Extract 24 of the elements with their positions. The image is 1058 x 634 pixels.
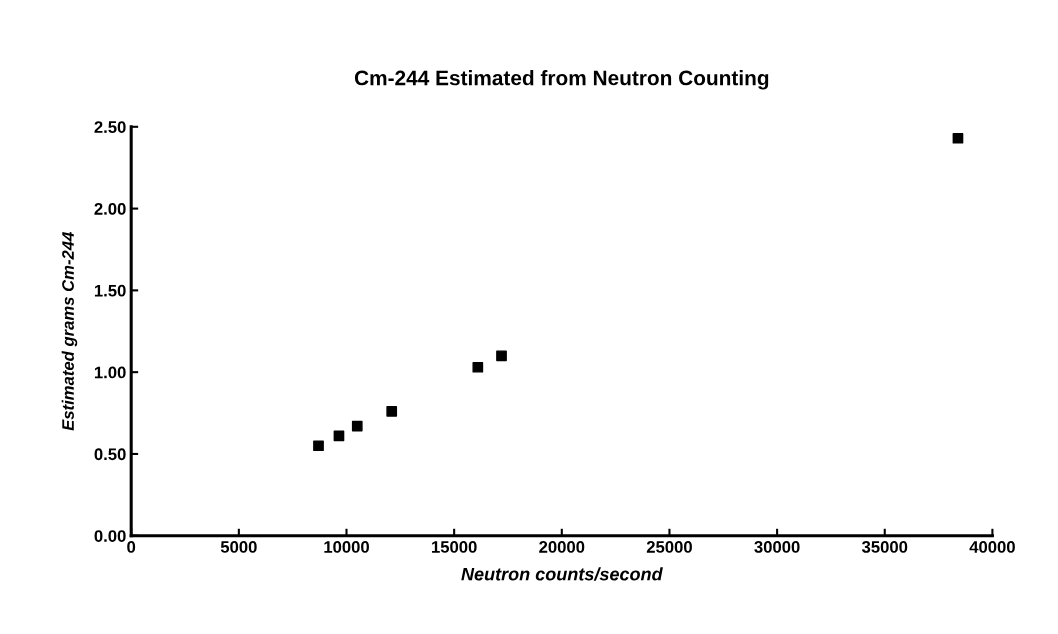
y-tick-label: 0.00 xyxy=(94,530,126,542)
y-tick-label: 1.50 xyxy=(94,284,126,297)
x-tick-label: 15000 xyxy=(432,541,477,553)
point xyxy=(496,350,507,362)
y-tick-label: 2.00 xyxy=(94,202,126,215)
x-tick-label: 30000 xyxy=(754,541,800,553)
x-tick-label: 10000 xyxy=(324,541,369,553)
point xyxy=(952,132,964,144)
x-tick-label: 5000 xyxy=(220,541,257,553)
point xyxy=(351,420,363,432)
y-tick-label: 2.50 xyxy=(94,121,126,133)
x-tick-label: 25000 xyxy=(646,541,692,553)
y-tick-label: 0.50 xyxy=(94,448,126,461)
point xyxy=(313,440,324,452)
x-axis-title: Neutron counts/second xyxy=(461,567,663,581)
y-tick-label: 1.00 xyxy=(94,366,126,379)
y-axis-title: Estimated grams Cm-244 xyxy=(61,231,78,431)
chart-title: Cm-244 Estimated from Neutron Counting xyxy=(354,70,769,90)
x-tick-label: 35000 xyxy=(861,541,908,553)
x-tick-label: 20000 xyxy=(539,541,585,553)
point xyxy=(386,406,398,417)
x-tick-label: 0 xyxy=(127,541,136,553)
x-tick-label: 40000 xyxy=(969,541,1015,553)
point xyxy=(472,361,484,373)
